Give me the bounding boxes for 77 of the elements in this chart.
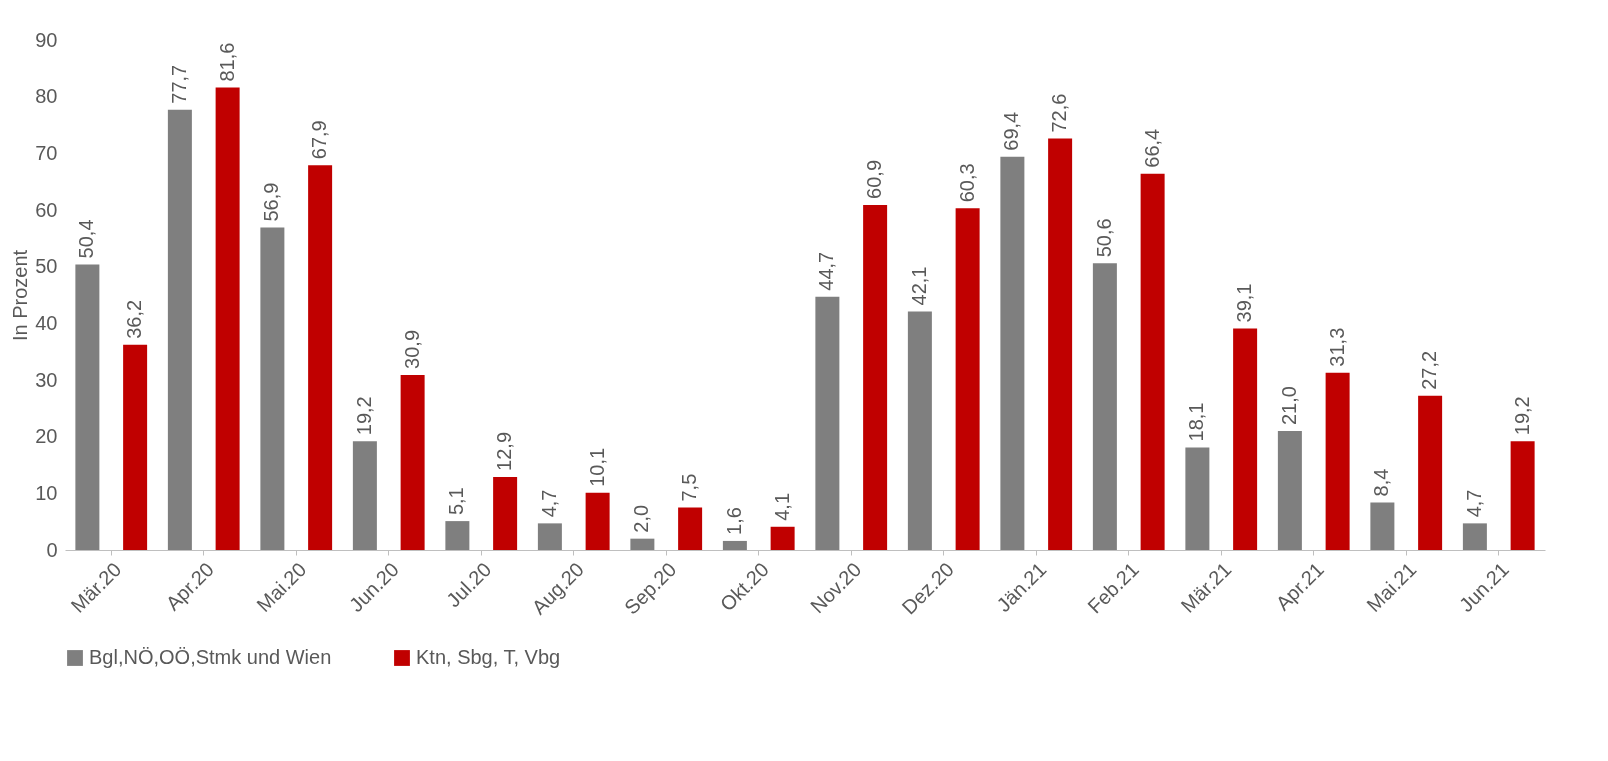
bar: [907, 311, 932, 550]
y-tick-label: 50: [35, 255, 58, 278]
data-label: 60,9: [863, 159, 886, 199]
data-label: 21,0: [1277, 386, 1300, 425]
y-tick-label: 70: [35, 141, 58, 164]
bar: [863, 204, 888, 550]
bar: [1325, 372, 1350, 550]
y-axis-title: In Prozent: [9, 249, 32, 342]
data-label: 50,6: [1092, 218, 1115, 258]
bar: [678, 507, 703, 550]
data-label: 60,3: [955, 163, 978, 203]
y-tick-label: 40: [35, 311, 58, 334]
data-label: 10,1: [585, 447, 608, 487]
data-label: 27,2: [1418, 350, 1441, 390]
y-tick-label: 80: [35, 85, 58, 108]
bar: [1462, 523, 1487, 550]
data-label: 4,1: [770, 492, 793, 521]
bar: [1277, 431, 1302, 550]
y-tick-label: 20: [35, 425, 58, 448]
bar: [722, 540, 747, 550]
data-label: 4,7: [537, 489, 560, 518]
y-tick-label: 90: [35, 28, 58, 51]
y-tick-label: 30: [35, 368, 58, 391]
bar: [1140, 173, 1165, 550]
bar: [352, 441, 377, 550]
data-label: 5,1: [445, 487, 468, 516]
data-label: 67,9: [308, 120, 331, 160]
bar: [1000, 156, 1025, 550]
data-label: 77,7: [167, 64, 190, 104]
data-label: 56,9: [260, 182, 283, 222]
bar: [1048, 138, 1073, 550]
bar: [260, 227, 285, 550]
bar: [123, 344, 148, 550]
data-label: 1,6: [722, 507, 745, 535]
data-label: 31,3: [1325, 327, 1348, 367]
data-label: 42,1: [907, 266, 930, 306]
bar: [1092, 263, 1117, 550]
data-label: 39,1: [1233, 283, 1256, 323]
data-label: 30,9: [400, 329, 423, 369]
y-tick-label: 60: [35, 198, 58, 221]
data-label: 18,1: [1185, 402, 1208, 442]
data-label: 50,4: [75, 219, 98, 259]
bar: [630, 538, 655, 550]
data-label: 7,5: [678, 473, 701, 502]
bar: [815, 296, 840, 550]
bar: [75, 264, 100, 550]
y-tick-label: 10: [35, 481, 58, 504]
data-label: 12,9: [493, 431, 516, 471]
bar: [585, 492, 610, 550]
legend-label: Bgl,NÖ,OÖ,Stmk und Wien: [89, 646, 332, 668]
bar: [215, 87, 240, 550]
bar: [308, 165, 333, 550]
legend-label: Ktn, Sbg, T, Vbg: [416, 646, 561, 668]
data-label: 19,2: [1510, 396, 1533, 436]
bar: [955, 208, 980, 550]
bar: [537, 523, 562, 550]
data-label: 69,4: [1000, 111, 1023, 151]
bar: [1418, 395, 1443, 550]
data-label: 4,7: [1462, 489, 1485, 518]
bar: [1510, 441, 1535, 550]
data-label: 81,6: [215, 42, 238, 82]
bar: [493, 476, 518, 550]
bar: [1233, 328, 1258, 550]
data-label: 8,4: [1370, 468, 1393, 497]
y-tick-label: 0: [46, 538, 58, 561]
data-label: 72,6: [1048, 93, 1071, 133]
data-label: 19,2: [352, 396, 375, 436]
data-label: 44,7: [815, 251, 838, 291]
bar: [1185, 447, 1210, 550]
data-label: 66,4: [1140, 128, 1163, 168]
data-label: 2,0: [630, 504, 653, 533]
data-label: 36,2: [123, 299, 146, 339]
bar: [770, 526, 795, 550]
bar: [445, 521, 470, 550]
bar: [167, 109, 192, 550]
bar: [1370, 502, 1395, 550]
bar: [400, 374, 425, 550]
